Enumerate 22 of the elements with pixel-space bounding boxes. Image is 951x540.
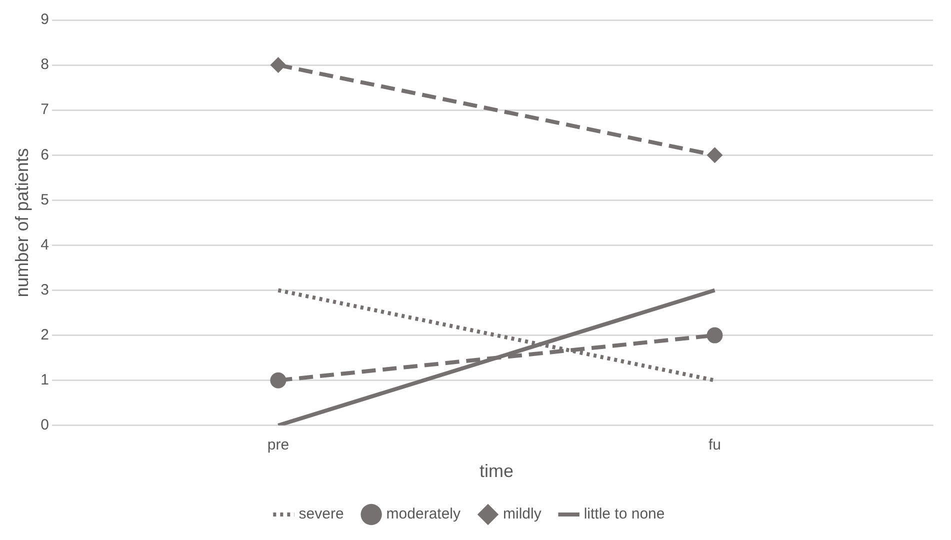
legend-label: mildly [503,506,542,523]
point [706,147,723,164]
y-tick-label: 8 [40,56,49,74]
y-tick-label: 3 [40,281,49,298]
y-axis-title: number of patients [12,148,32,298]
point [270,57,286,74]
y-tick-label: 6 [40,146,49,164]
y-tick-label: 9 [40,11,49,28]
y-tick-label: 5 [40,191,49,208]
y-tick-label: 4 [40,236,49,254]
legend-label: severe [298,506,344,523]
legend-label: moderately [386,506,461,523]
x-axis-title: time [479,461,514,482]
y-tick-label: 1 [40,371,49,388]
x-tick-label: pre [267,436,290,454]
y-tick-label: 0 [40,416,49,434]
legend-label: little to none [584,506,665,523]
x-tick-label: fu [708,436,721,454]
y-tick-label: 7 [40,101,49,118]
point [706,327,723,344]
point [270,372,286,388]
y-tick-label: 2 [40,326,49,344]
